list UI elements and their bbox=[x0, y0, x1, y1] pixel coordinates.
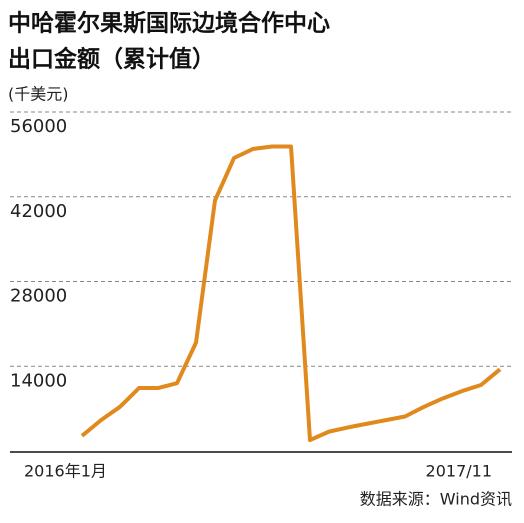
y-axis-label: (千美元) bbox=[8, 85, 69, 104]
chart-title: 中哈霍尔果斯国际边境合作中心 bbox=[8, 10, 330, 37]
y-tick-label: 56000 bbox=[10, 116, 67, 137]
x-tick-label: 2016年1月 bbox=[24, 462, 107, 481]
y-tick-label: 28000 bbox=[10, 286, 67, 307]
y-tick-label: 14000 bbox=[10, 370, 67, 391]
chart-subtitle: 出口金额（累计值） bbox=[8, 46, 215, 73]
data-line bbox=[80, 144, 502, 443]
source: 数据来源：Wind资讯 bbox=[360, 490, 512, 509]
x-tick-label: 2017/11 bbox=[426, 462, 492, 481]
y-tick-label: 42000 bbox=[10, 201, 67, 222]
